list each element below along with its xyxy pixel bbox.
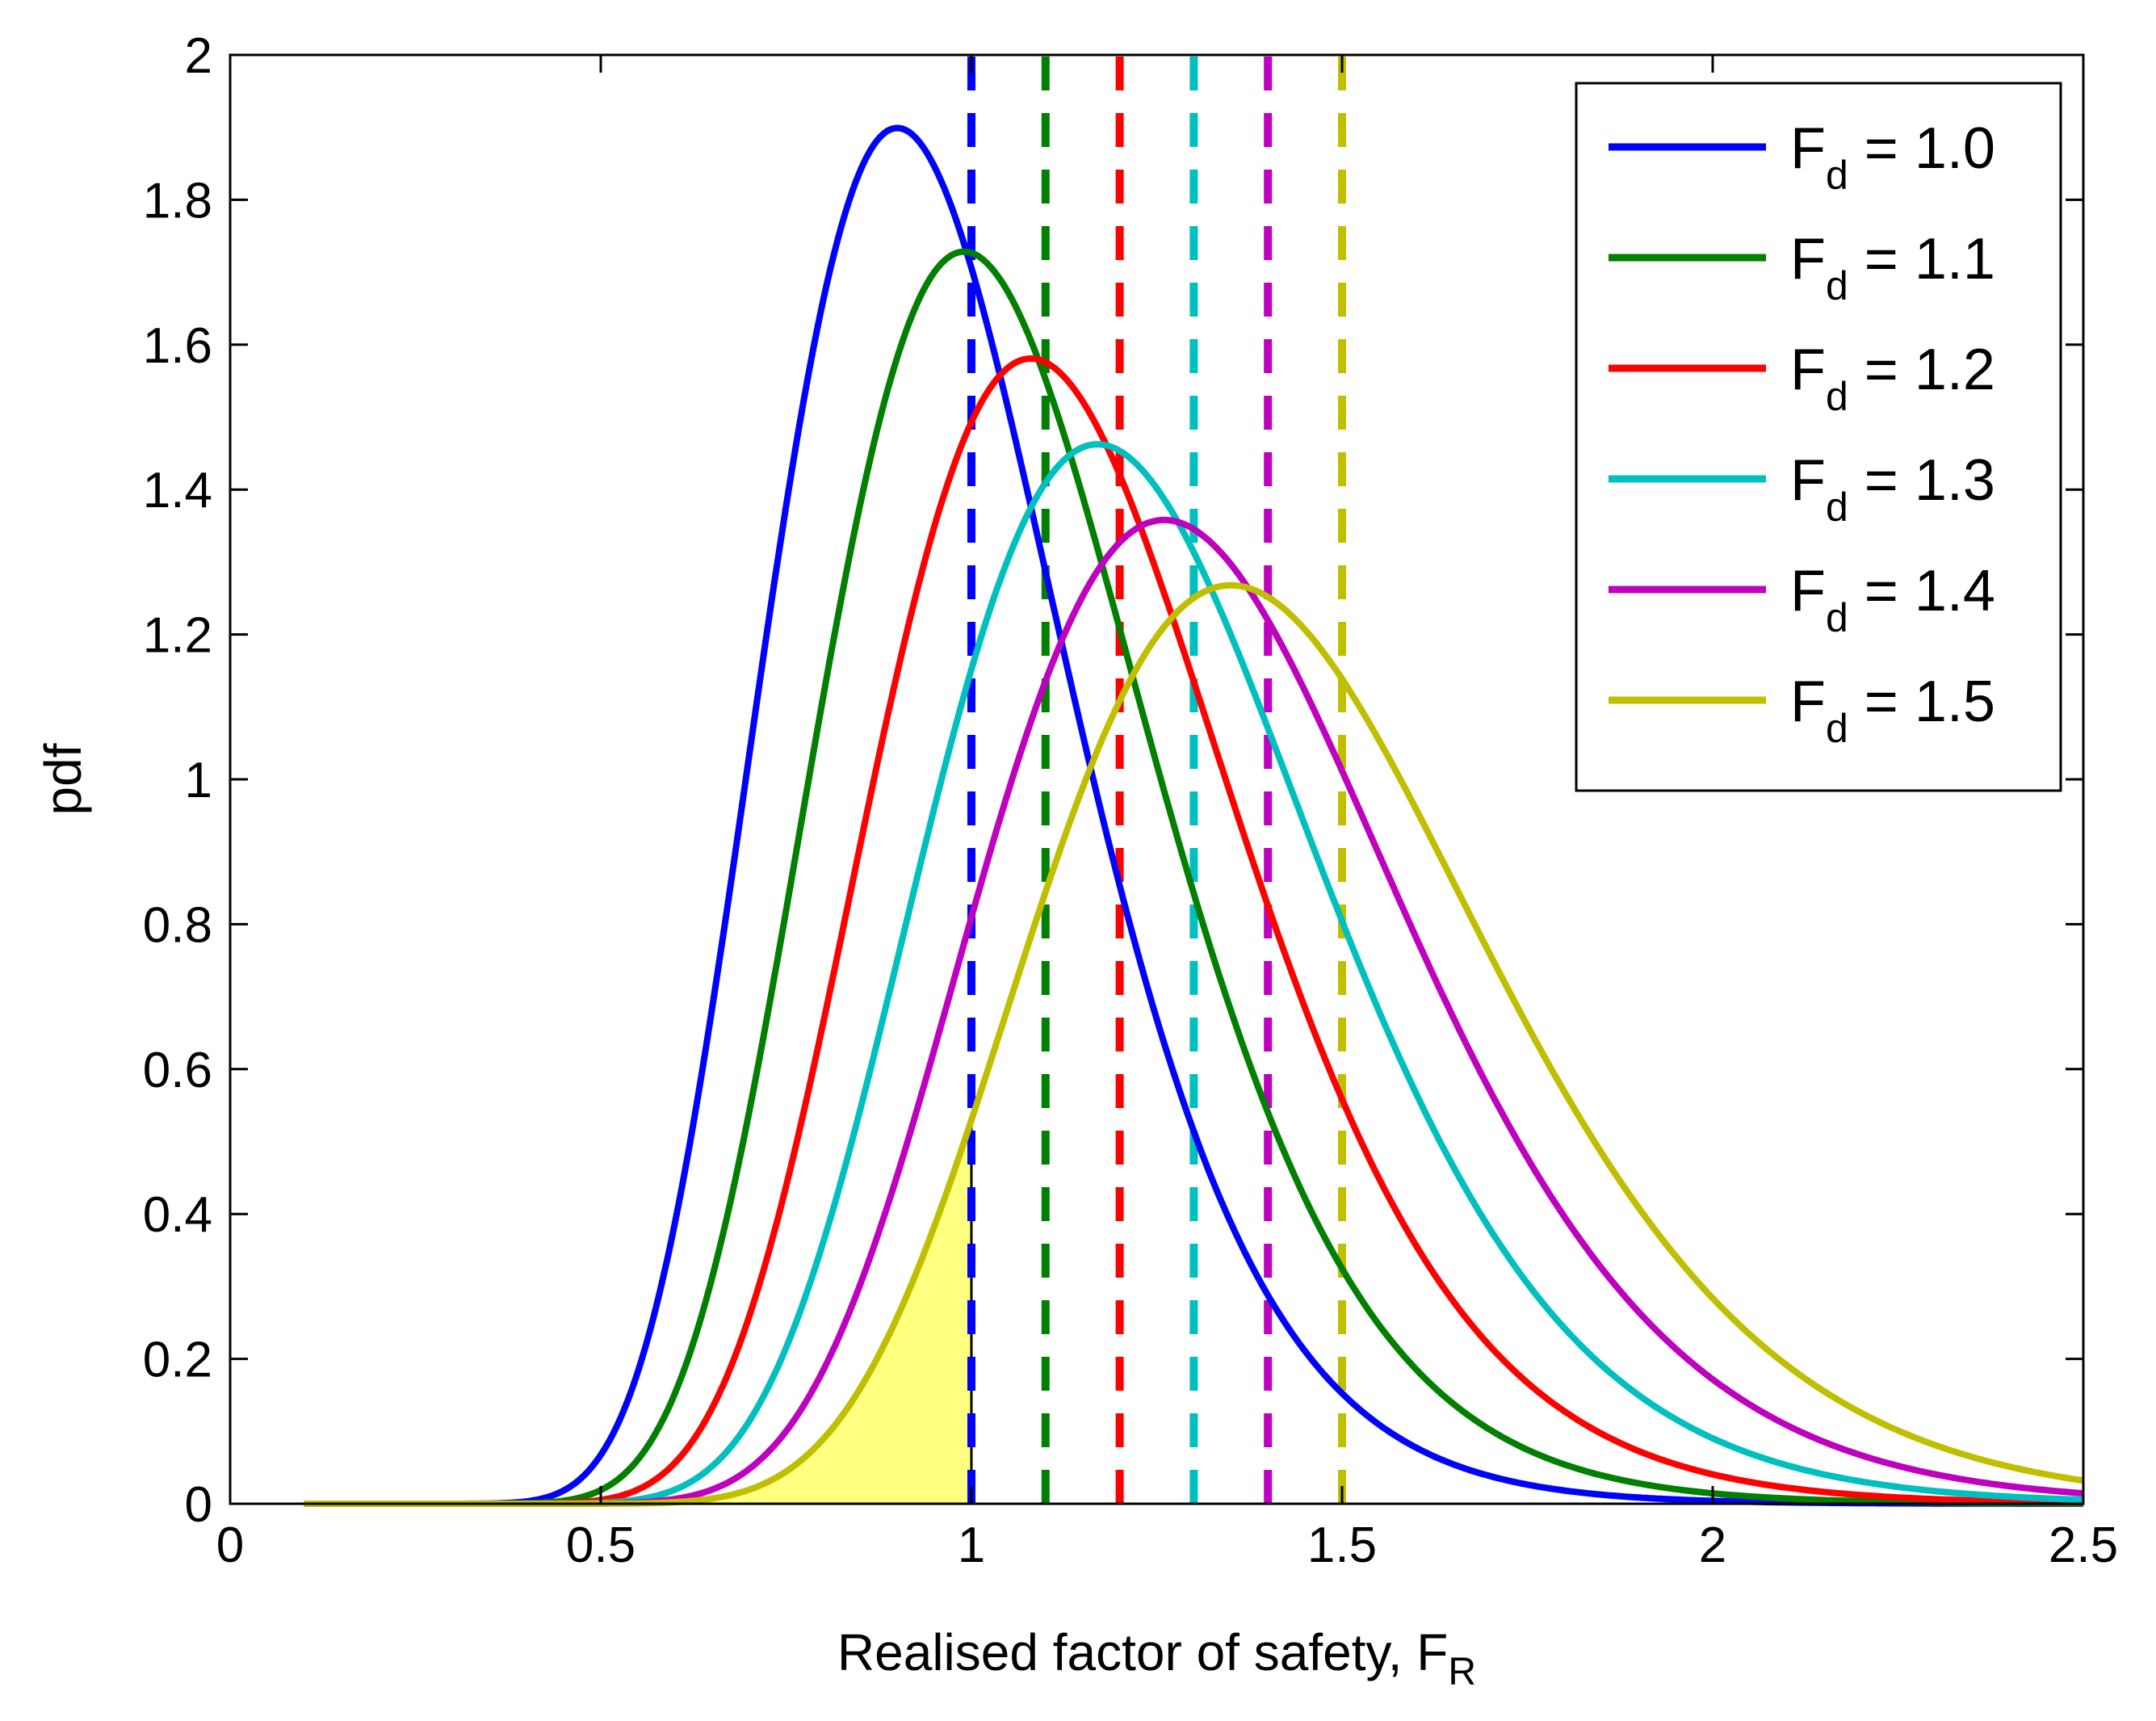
legend: Fd = 1.0 Fd = 1.1 Fd = 1.2 Fd = 1.3 Fd = 1.4… bbox=[1575, 82, 2062, 792]
legend-label-3: Fd = 1.2 bbox=[1790, 338, 1995, 419]
x-axis-label: Realised factor of safety, FR bbox=[837, 1623, 1476, 1694]
legend-label-4: Fd = 1.3 bbox=[1790, 448, 1995, 530]
axis-labels: Realised factor of safety, FR pdf bbox=[34, 743, 1476, 1694]
legend-label-1: Fd = 1.0 bbox=[1790, 116, 1995, 198]
legend-label-6: Fd = 1.5 bbox=[1790, 670, 1995, 751]
series-line-1 bbox=[304, 124, 2083, 1507]
y-tick-label: 0.2 bbox=[143, 1333, 212, 1388]
y-tick-label: 1.6 bbox=[143, 318, 212, 374]
x-tick-label: 0.5 bbox=[566, 1517, 635, 1573]
y-axis-label: pdf bbox=[34, 743, 92, 815]
x-tick-label: 0 bbox=[216, 1517, 244, 1573]
legend-box bbox=[1575, 82, 2062, 792]
y-tick-label: 2 bbox=[185, 28, 212, 84]
x-tick-label: 1 bbox=[958, 1517, 985, 1573]
y-tick-label: 0.8 bbox=[143, 897, 212, 953]
y-tick-label: 0.4 bbox=[143, 1187, 212, 1243]
y-tick-label: 0.6 bbox=[143, 1043, 212, 1098]
y-tick-label: 1 bbox=[185, 753, 212, 808]
x-tick-label: 1.5 bbox=[1307, 1517, 1377, 1573]
y-tick-label: 0 bbox=[185, 1477, 212, 1533]
legend-label-5: Fd = 1.4 bbox=[1790, 559, 1995, 640]
axes-layer: 0 0.5 1 1.5 2 2.5 0 0.2 0.4 0.6 0.8 1 1.2 1.4 1.6 1.8 2 bbox=[143, 28, 2118, 1573]
legend-label-2: Fd = 1.1 bbox=[1790, 227, 1995, 309]
y-tick-label: 1.4 bbox=[143, 463, 212, 518]
x-tick-label: 2 bbox=[1699, 1517, 1726, 1573]
x-tick-label: 2.5 bbox=[2049, 1517, 2118, 1573]
y-tick-label: 1.8 bbox=[143, 173, 212, 229]
y-tick-label: 1.2 bbox=[143, 608, 212, 664]
